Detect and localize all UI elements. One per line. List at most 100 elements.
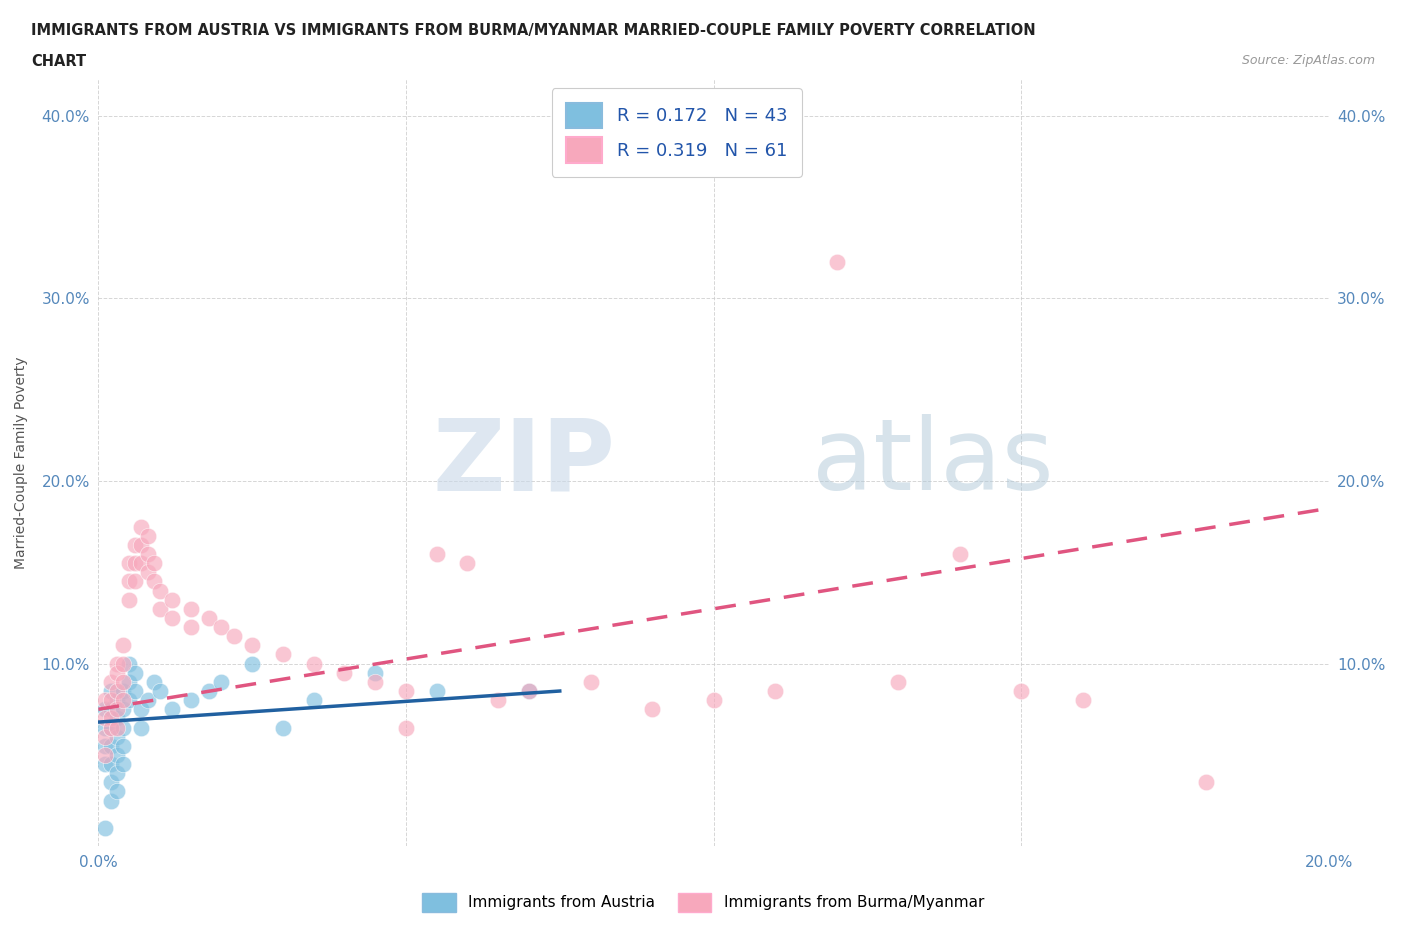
- Point: [118, 693, 141, 708]
- Point: [124, 556, 146, 571]
- Point: [105, 702, 128, 717]
- Point: [112, 757, 135, 772]
- Point: [887, 674, 910, 689]
- Point: [198, 610, 221, 625]
- Point: [118, 556, 141, 571]
- Point: [118, 657, 141, 671]
- Point: [112, 674, 135, 689]
- Point: [180, 619, 202, 634]
- Point: [105, 665, 128, 680]
- Legend: Immigrants from Austria, Immigrants from Burma/Myanmar: Immigrants from Austria, Immigrants from…: [416, 887, 990, 918]
- Point: [149, 684, 172, 698]
- Point: [124, 538, 146, 552]
- Point: [131, 720, 153, 735]
- Point: [162, 610, 183, 625]
- Point: [105, 684, 128, 698]
- Text: IMMIGRANTS FROM AUSTRIA VS IMMIGRANTS FROM BURMA/MYANMAR MARRIED-COUPLE FAMILY P: IMMIGRANTS FROM AUSTRIA VS IMMIGRANTS FR…: [31, 23, 1036, 38]
- Point: [142, 556, 165, 571]
- Point: [105, 729, 128, 744]
- Point: [100, 711, 122, 726]
- Point: [112, 638, 135, 653]
- Point: [112, 720, 135, 735]
- Point: [105, 720, 128, 735]
- Point: [456, 556, 478, 571]
- Point: [149, 583, 172, 598]
- Legend: R = 0.172   N = 43, R = 0.319   N = 61: R = 0.172 N = 43, R = 0.319 N = 61: [551, 88, 801, 177]
- Point: [131, 538, 153, 552]
- Point: [105, 693, 128, 708]
- Point: [395, 684, 418, 698]
- Point: [162, 702, 183, 717]
- Y-axis label: Married-Couple Family Poverty: Married-Couple Family Poverty: [14, 356, 28, 569]
- Point: [211, 619, 233, 634]
- Point: [112, 738, 135, 753]
- Point: [517, 684, 540, 698]
- Point: [333, 665, 356, 680]
- Point: [100, 738, 122, 753]
- Point: [105, 765, 128, 780]
- Point: [364, 665, 387, 680]
- Point: [1010, 684, 1032, 698]
- Point: [112, 684, 135, 698]
- Text: atlas: atlas: [813, 414, 1053, 512]
- Point: [93, 757, 115, 772]
- Point: [100, 684, 122, 698]
- Point: [105, 711, 128, 726]
- Point: [112, 702, 135, 717]
- Point: [180, 602, 202, 617]
- Point: [100, 702, 122, 717]
- Point: [124, 574, 146, 589]
- Point: [93, 820, 115, 835]
- Point: [118, 674, 141, 689]
- Point: [703, 693, 725, 708]
- Point: [93, 711, 115, 726]
- Point: [302, 657, 325, 671]
- Point: [271, 720, 294, 735]
- Point: [162, 592, 183, 607]
- Point: [211, 674, 233, 689]
- Point: [641, 702, 664, 717]
- Point: [517, 684, 540, 698]
- Point: [118, 574, 141, 589]
- Point: [240, 638, 263, 653]
- Point: [118, 592, 141, 607]
- Point: [1195, 775, 1218, 790]
- Point: [100, 757, 122, 772]
- Text: Source: ZipAtlas.com: Source: ZipAtlas.com: [1241, 54, 1375, 67]
- Point: [131, 556, 153, 571]
- Point: [93, 729, 115, 744]
- Point: [93, 702, 115, 717]
- Point: [825, 254, 848, 269]
- Point: [93, 748, 115, 763]
- Point: [271, 647, 294, 662]
- Point: [100, 720, 122, 735]
- Point: [198, 684, 221, 698]
- Point: [180, 693, 202, 708]
- Point: [100, 674, 122, 689]
- Point: [105, 784, 128, 799]
- Point: [93, 720, 115, 735]
- Point: [112, 657, 135, 671]
- Point: [100, 720, 122, 735]
- Text: CHART: CHART: [31, 54, 86, 69]
- Point: [302, 693, 325, 708]
- Text: ZIP: ZIP: [432, 414, 616, 512]
- Point: [131, 702, 153, 717]
- Point: [105, 657, 128, 671]
- Point: [579, 674, 602, 689]
- Point: [93, 693, 115, 708]
- Point: [240, 657, 263, 671]
- Point: [124, 665, 146, 680]
- Point: [136, 547, 159, 562]
- Point: [364, 674, 387, 689]
- Point: [142, 574, 165, 589]
- Point: [763, 684, 786, 698]
- Point: [395, 720, 418, 735]
- Point: [136, 528, 159, 543]
- Point: [426, 684, 449, 698]
- Point: [142, 674, 165, 689]
- Point: [222, 629, 245, 644]
- Point: [100, 793, 122, 808]
- Point: [112, 693, 135, 708]
- Point: [486, 693, 509, 708]
